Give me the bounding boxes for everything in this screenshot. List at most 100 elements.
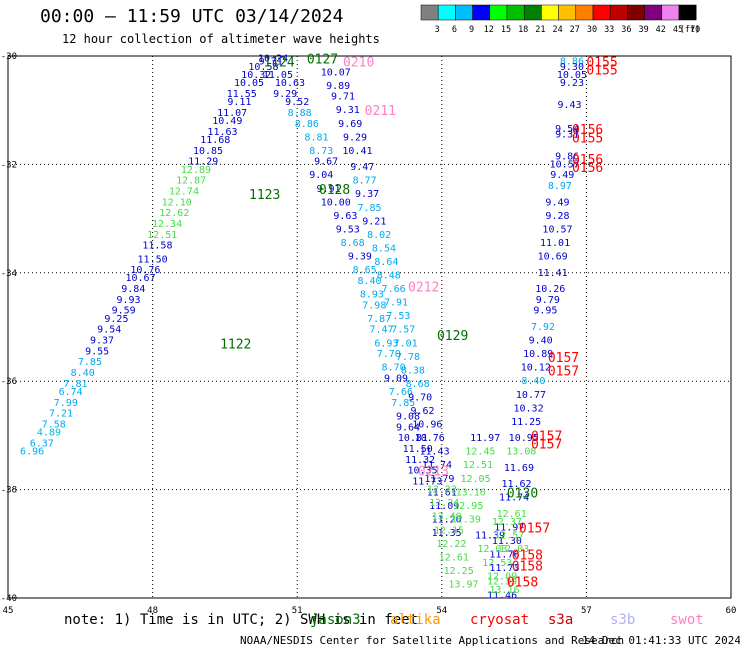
wave-height-point: 12.95 xyxy=(453,501,483,512)
wave-height-point: 9.04 xyxy=(309,170,333,181)
wave-height-point: 11.46 xyxy=(487,590,517,601)
pass-time-label: 0156 xyxy=(572,161,603,176)
wave-height-point: 11.39 xyxy=(475,531,505,542)
wave-height-point: 8.54 xyxy=(372,243,396,254)
wave-height-point: 13.16 xyxy=(456,487,486,498)
credit-line: NOAA/NESDIS Center for Satellite Applica… xyxy=(240,634,625,647)
wave-height-point: 9.49 xyxy=(550,170,574,181)
colorbar-tick: 6 xyxy=(452,25,457,35)
legend-jason3: jason3 xyxy=(310,612,361,628)
wave-height-point: 11.41 xyxy=(538,268,568,279)
wave-height-point: 12.57 xyxy=(494,531,524,542)
wave-height-point: 10.49 xyxy=(212,116,242,127)
colorbar-tick: 18 xyxy=(518,25,528,35)
colorbar-tick: 21 xyxy=(535,25,545,35)
wave-height-point: 7.58 xyxy=(42,420,66,431)
colorbar-tick: 12 xyxy=(484,25,494,35)
pass-time-label: 0158 xyxy=(507,576,538,591)
wave-height-point: 7.91 xyxy=(384,298,408,309)
wave-height-point: 12.51 xyxy=(463,460,493,471)
plot-frame xyxy=(7,55,732,599)
wave-height-point: 12.15 xyxy=(434,525,464,536)
wave-height-point: 13.97 xyxy=(448,579,478,590)
wave-height-point: 8.86 xyxy=(295,119,319,130)
wave-height-point: 9.54 xyxy=(97,325,121,336)
wave-height-point: 9.31 xyxy=(336,105,360,116)
x-tick-label: 57 xyxy=(581,606,592,616)
wave-height-point: 6.93 xyxy=(374,338,398,349)
wave-height-point: 8.40 xyxy=(357,276,381,287)
pass-time-label: 0130 xyxy=(507,486,538,501)
series-cryosat-pass: 8.869.3010.059.239.439.549.319.8610.579.… xyxy=(487,56,587,601)
pass-time-label: 0210 xyxy=(343,55,374,70)
colorbar-legend: 3 6 9 12 15 18 21 24 27 30 33 36 39 42 45 70(ft) xyxy=(420,4,700,35)
wave-height-point: 12.62 xyxy=(159,208,189,219)
wave-height-point: 11.30 xyxy=(492,536,522,547)
wave-height-point: 10.05 xyxy=(557,70,587,81)
wave-height-point: 6.96 xyxy=(20,447,44,458)
wave-height-point: 11.29 xyxy=(188,157,218,168)
wave-height-point: 7.87 xyxy=(367,314,391,325)
wave-height-point: 10.32 xyxy=(241,70,271,81)
colorbar-tick: 36 xyxy=(621,25,631,35)
pass-time-label: 1124 xyxy=(263,55,294,70)
wave-height-point: 8.38 xyxy=(401,365,425,376)
wave-height-point: 8.02 xyxy=(367,230,391,241)
wave-height-point: 9.37 xyxy=(355,189,379,200)
wave-height-point: 11.73 xyxy=(412,476,442,487)
wave-height-point: 11.76 xyxy=(489,550,519,561)
wave-height-point: 9.08 xyxy=(396,411,420,422)
wave-height-point: 7.66 xyxy=(382,284,406,295)
wave-height-point: 9.71 xyxy=(259,56,283,67)
wave-height-point: 11.32 xyxy=(405,455,435,466)
wave-height-point: 10.00 xyxy=(321,197,351,208)
pass-time-label: 0156 xyxy=(572,153,603,168)
wave-height-point: 10.81 xyxy=(398,433,428,444)
colorbar-tick: 70 xyxy=(690,25,700,35)
note-text: note: 1) Time is in UTC; 2) SWH is in fe… xyxy=(64,612,419,628)
wave-height-point: 10.95 xyxy=(509,433,539,444)
pass-time-label: 0158 xyxy=(512,559,543,574)
wave-height-point: 11.69 xyxy=(504,463,534,474)
wave-height-point: 8.70 xyxy=(382,363,406,374)
wave-height-point: 10.96 xyxy=(412,420,442,431)
legend-s3b: s3b xyxy=(610,612,636,628)
wave-height-point: 9.59 xyxy=(112,306,136,317)
wave-height-point: 12.10 xyxy=(162,197,192,208)
wave-height-point: 12.03 xyxy=(499,544,529,555)
wave-height-point: 11.61 xyxy=(427,487,457,498)
wave-height-point: 9.55 xyxy=(85,346,109,357)
wave-height-point: 4.89 xyxy=(37,428,61,439)
wave-height-point: 8.73 xyxy=(309,146,333,157)
wave-height-point: 11.07 xyxy=(217,108,247,119)
chart-subtitle: 12 hour collection of altimeter wave hei… xyxy=(62,32,380,46)
wave-height-point: 11.43 xyxy=(420,447,450,458)
wave-height-point: 11.97 xyxy=(470,433,500,444)
colorbar-tick: 27 xyxy=(570,25,580,35)
x-tick-label: 60 xyxy=(726,606,737,616)
wave-height-point: 12.22 xyxy=(436,539,466,550)
wave-height-point: 11.50 xyxy=(138,254,168,265)
wave-height-point: 9.69 xyxy=(338,119,362,130)
wave-height-point: 9.29 xyxy=(273,89,297,100)
wave-height-point: 11.74 xyxy=(422,460,452,471)
wave-height-point: 12.37 xyxy=(492,517,522,528)
wave-height-point: 9.11 xyxy=(227,97,251,108)
wave-height-point: 12.51 xyxy=(147,230,177,241)
pass-time-label: 0157 xyxy=(548,351,579,366)
wave-height-point: 9.53 xyxy=(336,224,360,235)
wave-height-point: 7.85 xyxy=(391,398,415,409)
pass-time-label: 0127 xyxy=(307,53,338,68)
wave-height-point: 12.09 xyxy=(487,571,517,582)
wave-height-point: 7.85 xyxy=(357,203,381,214)
wave-height-point: 9.84 xyxy=(121,284,145,295)
x-tick-label: 54 xyxy=(436,606,447,616)
pass-time-label: 0158 xyxy=(512,549,543,564)
wave-height-point: 10.67 xyxy=(125,273,155,284)
wave-height-point: 10.12 xyxy=(521,363,551,374)
wave-height-point: 9.39 xyxy=(348,252,372,263)
wave-height-point: 12.87 xyxy=(176,176,206,187)
pass-time-label: 0128 xyxy=(319,183,350,198)
wave-height-point: 10.89 xyxy=(523,349,553,360)
